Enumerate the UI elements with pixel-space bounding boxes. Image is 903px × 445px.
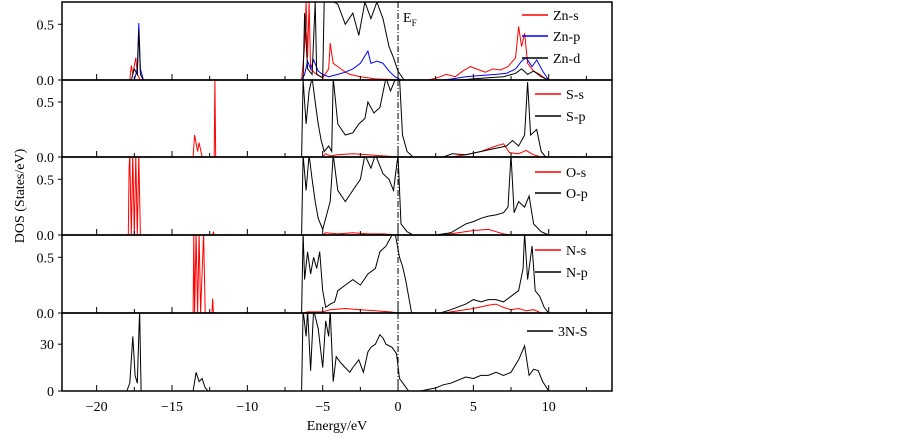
x-tick-label: 10 (542, 400, 556, 415)
legend-label: N-p (566, 266, 588, 281)
y-tick-label: 30 (40, 338, 54, 353)
legend-label: N-s (566, 244, 586, 259)
y-tick-label: 0.5 (37, 18, 55, 33)
panel-2: 0.0 0.5 S-s S-p (37, 79, 613, 166)
y-tick-label: 0.5 (37, 96, 55, 111)
panel-5: 0 30 3N-S (40, 312, 613, 400)
panel-4: 0.0 0.5 N-s N-p (37, 234, 613, 322)
y-tick-label: 0.0 (37, 307, 55, 322)
y-axis-label: DOS (States/eV) (13, 148, 28, 243)
y-tick-label: 0.5 (37, 251, 55, 266)
legend-label: 3N-S (558, 325, 588, 340)
y-tick-label: 0.0 (37, 229, 55, 244)
series-line-Zn-s (129, 2, 549, 80)
series-group (127, 157, 549, 235)
x-tick-label: −15 (161, 400, 183, 415)
series-line-S-p (301, 80, 547, 157)
y-tick-label: 0.0 (37, 151, 55, 166)
series-line-3N-S (126, 313, 550, 391)
panel-3: 0.0 0.5 O-s O-p (37, 156, 613, 244)
legend-label: Zn-d (553, 52, 580, 67)
series-line-N-p (301, 235, 550, 313)
series-group (126, 313, 550, 391)
fermi-level-label: EF (403, 11, 417, 28)
legend-label: O-s (566, 166, 586, 181)
panel-frame (61, 1, 613, 81)
legend-label: O-p (566, 187, 588, 202)
x-tick-label: −5 (315, 400, 330, 415)
panel-frame (61, 234, 613, 314)
x-tick-label: 5 (470, 400, 477, 415)
series-line-S-s (192, 80, 542, 157)
series-group (129, 2, 550, 80)
y-tick-label: 0.0 (37, 74, 55, 89)
y-tick-label: 0.5 (37, 173, 55, 188)
series-line-O-p (301, 157, 549, 235)
y-tick-label: 0 (47, 385, 54, 400)
series-group (192, 80, 547, 157)
fermi-label-sub: F (412, 18, 417, 28)
legend-label: Zn-p (553, 30, 580, 45)
series-line-Zn-d (130, 2, 549, 80)
x-tick-label: 0 (395, 400, 402, 415)
panel-1: 0.0 0.5 Zn-s Zn-p Zn-d (37, 1, 613, 89)
series-line-Zn-p (133, 23, 550, 80)
legend-label: S-p (566, 110, 585, 125)
legend-label: Zn-s (553, 9, 579, 24)
x-tick-label: −20 (86, 400, 108, 415)
x-tick-label: −10 (236, 400, 258, 415)
x-axis-label: Energy/eV (307, 419, 367, 434)
fermi-label-main: E (403, 11, 412, 26)
series-group (192, 235, 550, 313)
series-line-N-s (192, 235, 542, 313)
panel-frame (61, 312, 613, 392)
series-line-O-s (127, 157, 512, 235)
legend-label: S-s (566, 88, 584, 103)
